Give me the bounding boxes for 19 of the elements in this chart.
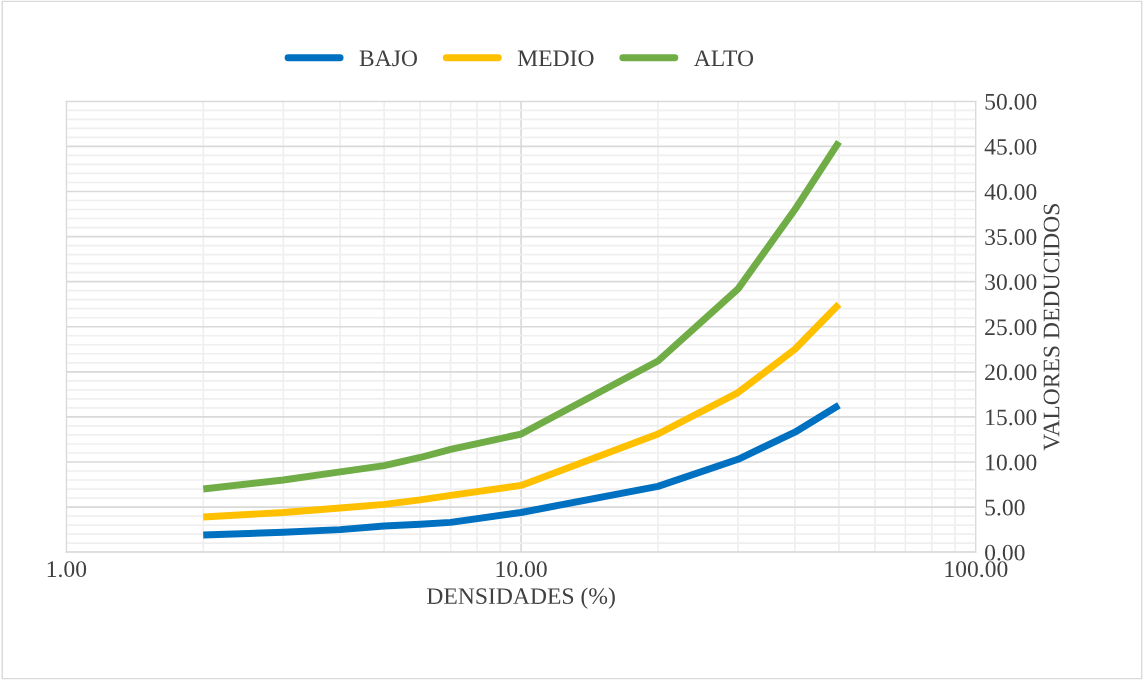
y-tick-label: 10.00 — [986, 454, 1037, 471]
y-tick-label: 15.00 — [986, 409, 1037, 426]
y-axis-title: VALORES DEDUCIDOS — [1043, 204, 1060, 451]
y-tick-label: 40.00 — [984, 183, 1037, 201]
legend-label: BAJO — [359, 50, 418, 67]
y-tick-label: 0.00 — [985, 544, 1025, 561]
y-tick-label: 20.00 — [985, 364, 1037, 381]
x-tick-label: 100.00 — [945, 561, 1008, 578]
y-tick-label: 30.00 — [985, 274, 1037, 291]
x-axis-title: DENSIDADES (%) — [427, 587, 615, 609]
y-tick-label: 45.00 — [984, 138, 1037, 155]
y-tick-label: 35.00 — [985, 229, 1037, 246]
x-tick-label: 1.00 — [47, 561, 87, 578]
y-tick-label: 5.00 — [985, 499, 1025, 516]
y-tick-label: 25.00 — [985, 319, 1037, 336]
legend-label: MEDIO — [517, 50, 594, 67]
legend-label: ALTO — [693, 50, 754, 67]
x-tick-label: 10.00 — [496, 561, 547, 578]
y-tick-label: 50.00 — [985, 93, 1037, 110]
